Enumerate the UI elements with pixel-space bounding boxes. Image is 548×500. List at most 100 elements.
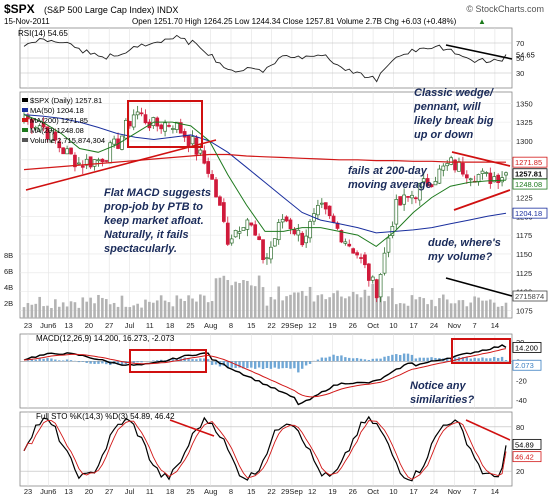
macd-histogram-bar [50,358,53,362]
panel-frame-macd [19,333,513,409]
candle-body [496,174,501,184]
macd-histogram-bar [132,361,135,364]
x-tick-label: 11 [146,321,154,330]
volume-bar [61,302,65,318]
macd-histogram-bar [359,358,363,362]
volume-bar [351,291,355,318]
volume-bar [222,275,226,318]
macd-histogram-bar [485,358,488,362]
volume-bar [73,302,77,318]
candle-body [288,219,293,230]
x-tick-label: 13 [64,487,72,496]
macd-signal-line [23,348,507,398]
candle-body [406,196,410,198]
volume-bar [453,303,457,318]
volume-bar [492,302,496,318]
x-tick-label: 10 [389,487,397,496]
candle-body [171,128,175,130]
candle-body [131,114,136,128]
volume-bar [485,300,488,318]
macd-histogram-bar [348,357,351,362]
symbol-name: (S&P 500 Large Cap Index) INDX [44,5,178,15]
macd-histogram-bar [332,354,335,362]
volume-bar [65,306,69,318]
macd-histogram-bar [446,357,449,362]
macd-histogram-bar [199,358,202,362]
annotation-wedge: pennant, will [413,101,482,113]
annotation-volume: my volume? [428,251,492,263]
volume-bar [77,307,81,318]
candle-body [33,127,38,130]
volume-bar [336,290,339,318]
macd-histogram-bar [65,359,69,362]
panel-frames [19,27,513,487]
volume-bar [438,298,441,318]
candle-body [417,183,422,201]
candle-body [202,150,207,164]
x-tick-label: 7 [473,321,477,330]
x-tick-label: 18 [166,321,174,330]
volume-bar [171,306,175,318]
macd-histogram-bar [116,361,120,365]
x-tick-label: 7 [473,487,477,496]
volume-bar [261,287,265,318]
volume-bar [257,275,261,318]
volume-bar [469,302,473,318]
macd-histogram-bar [375,358,378,362]
macd-histogram-bar [297,361,300,373]
volume-bar [148,301,151,318]
rsi-trend-line [445,44,513,60]
candle-body [292,229,297,235]
macd-tick-label: -20 [516,377,527,386]
candle-body [504,172,508,176]
volume-bar [191,298,194,318]
volume-bar [187,295,190,318]
volume-bar [195,301,198,318]
volume-bar [461,300,465,318]
price-tick-label: 1350 [516,99,533,108]
macd-histogram-bar [293,361,296,369]
volume-bar [238,283,241,318]
macd-histogram-bar [38,358,41,362]
volume-bar [234,281,237,318]
volume-bar [124,306,128,318]
candle-body [488,172,493,184]
macd-histogram-bar [30,359,34,362]
macd-histogram-bar [363,359,367,362]
legend-label: MA(50) 1204.18 [30,106,84,115]
macd-histogram-bar [410,354,414,362]
price-value-tag: 1248.08 [512,178,548,190]
wedge-bottom-line [453,189,511,211]
price-tick-label: 1150 [516,250,532,259]
volume-bar [449,303,453,318]
tag-text: 2715874 [515,292,544,301]
macd-histogram-bar [257,361,261,368]
candle-body [178,122,183,134]
legend-label: MA(200) 1271.85 [30,116,88,125]
macd-histogram-bar [316,359,320,362]
rsi-tick-label: 50 [516,54,524,63]
volume-bar [304,295,308,318]
x-tick-label: 19 [328,487,336,496]
candle-body [414,197,418,200]
tag-box [512,207,548,219]
sto-tag: 54.89 [515,440,534,449]
macd-histogram-bar [434,357,437,362]
macd-histogram-bar [340,355,343,362]
volume-bar [406,305,410,318]
volume-bar [140,307,143,318]
candle-body [233,230,238,238]
volume-tick-label: 6B [4,267,13,276]
volume-bar [167,302,171,318]
x-tick-label: 25 [186,487,194,496]
x-tick-label: Nov [448,321,462,330]
x-tick-label: 23 [24,487,32,496]
x-tick-label: 27 [105,487,113,496]
volume-bar [367,295,371,318]
candle-body [284,216,289,222]
volume-bar [179,298,183,318]
volume-bar [226,279,230,318]
volume-bar [93,303,96,318]
candle-body [229,238,234,244]
macd-histogram-bar [418,357,421,362]
